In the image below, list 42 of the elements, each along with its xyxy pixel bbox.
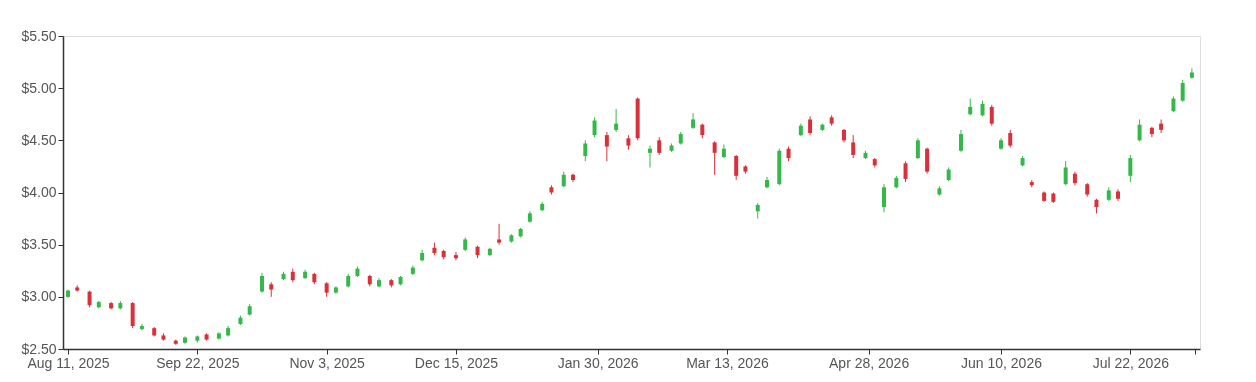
candlestick (453, 251, 458, 261)
x-tick-label: Nov 3, 2025 (289, 354, 366, 371)
y-tick-label: $5.50 (21, 27, 57, 44)
candlestick (139, 323, 144, 331)
x-tick-label: Sep 22, 2025 (156, 354, 240, 371)
x-tick-label: Mar 13, 2026 (686, 354, 769, 371)
candlestick (882, 183, 886, 213)
candlestick (958, 129, 963, 153)
candlestick (583, 139, 588, 162)
candlestick (851, 134, 856, 159)
candlestick (497, 223, 502, 246)
candlestick (712, 140, 717, 176)
candlestick (903, 160, 908, 183)
candlestick (1128, 154, 1133, 183)
candlestick (808, 115, 813, 136)
candlestick (259, 272, 264, 294)
candlestick (604, 131, 609, 162)
candlestick (1159, 118, 1164, 134)
y-tick-label: $3.50 (21, 236, 57, 253)
candlestick (647, 145, 652, 168)
y-tick-label: $3.00 (21, 288, 57, 305)
y-tick-label: $4.50 (21, 131, 57, 148)
x-tick-label: Dec 15, 2025 (414, 354, 499, 371)
y-tick-label: $4.00 (21, 184, 57, 200)
candlestick (989, 104, 994, 127)
candlestick (1189, 67, 1194, 80)
candlestick (130, 301, 135, 329)
candlestick (915, 137, 920, 160)
candlestick (1180, 79, 1185, 103)
candlestick (925, 147, 930, 175)
x-tick-label: Jan 30, 2026 (557, 354, 639, 371)
candlestick (1137, 118, 1142, 142)
candlestick (734, 154, 739, 181)
candlestick (614, 108, 619, 133)
y-tick-label: $5.00 (21, 79, 57, 96)
y-tick-label: $2.50 (21, 340, 57, 357)
x-tick-label: Jul 22, 2026 (1092, 354, 1170, 371)
x-tick-label: Jun 10, 2026 (961, 354, 1043, 371)
x-tick-label: Apr 28, 2026 (829, 354, 910, 371)
x-tick-label: Aug 11, 2025 (27, 354, 110, 371)
candlestick (1063, 160, 1068, 186)
candlestick (592, 116, 597, 138)
